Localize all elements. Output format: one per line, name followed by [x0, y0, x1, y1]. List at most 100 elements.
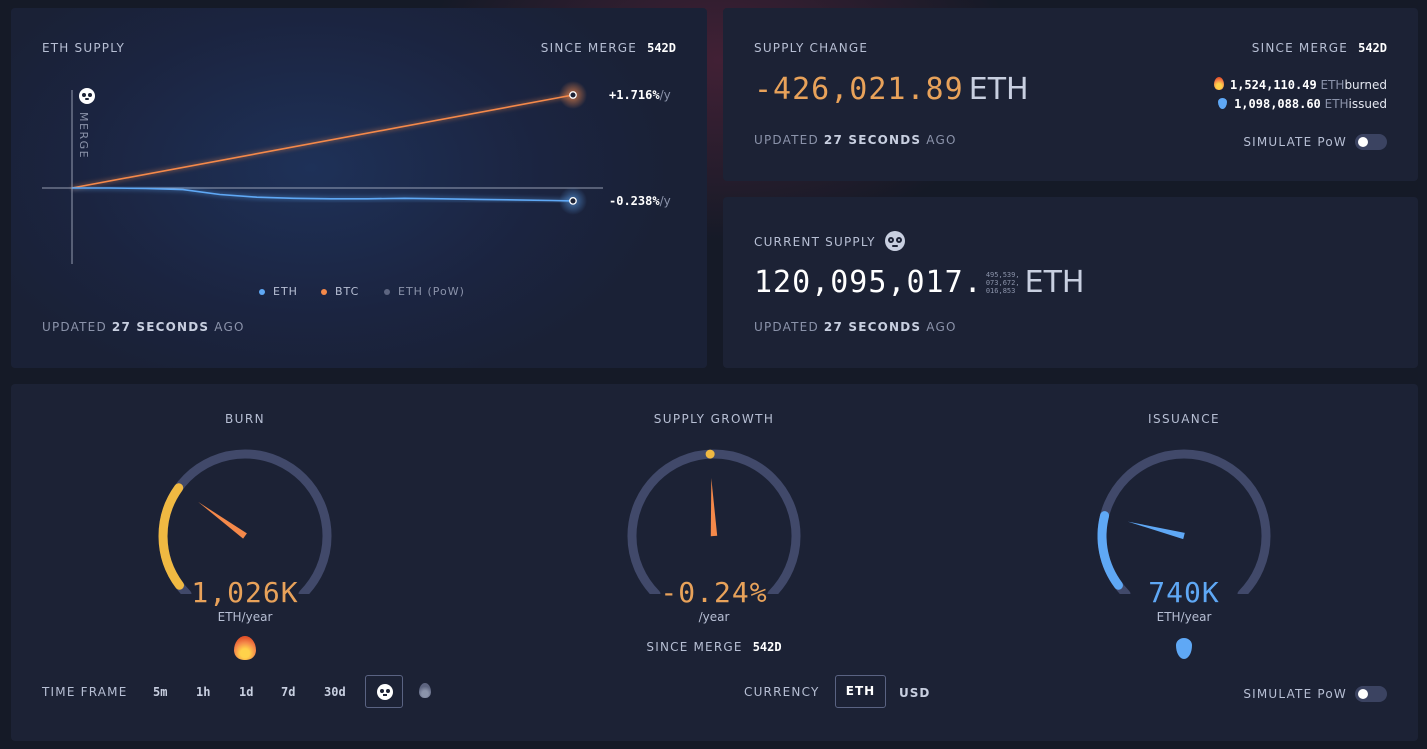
updated-value: 27 SECONDS — [111, 320, 210, 334]
issuance-droplet-icon — [1176, 638, 1192, 659]
growth-since-text: SINCE MERGE — [646, 640, 743, 654]
burn-gauge-needle — [198, 501, 247, 539]
supply-change-value-row: -426,021.89 ETH — [754, 72, 1029, 107]
burn-gauge-value: 1,026K — [191, 576, 299, 609]
legend-btc-label: BTC — [335, 285, 360, 298]
legend-eth-dot — [259, 289, 265, 295]
change-updated-suffix: AGO — [926, 133, 957, 147]
growth-gauge-needle — [710, 478, 718, 537]
fire-icon — [1213, 77, 1224, 90]
current-updated: UPDATED 27 SECONDS AGO — [754, 320, 957, 334]
timeframe-30d[interactable]: 30d — [324, 685, 346, 699]
timeframe-1h[interactable]: 1h — [196, 685, 211, 699]
eth-series-line — [72, 187, 574, 202]
issued-unit: ETH — [1324, 97, 1349, 111]
timeframe-since-burn-button[interactable] — [419, 683, 433, 699]
timeframe-1d[interactable]: 1d — [239, 685, 254, 699]
timeframe-5m[interactable]: 5m — [153, 685, 168, 699]
eth-supply-title: ETH SUPPLY — [42, 41, 126, 55]
gauges-simulate-toggle[interactable] — [1355, 685, 1387, 702]
issuance-gauge-unit: ETH/year — [1156, 610, 1212, 624]
btc-rate-label: +1.716%/y — [609, 88, 671, 102]
eth-rate-value: -0.238% — [609, 194, 660, 208]
nerd-face-icon — [884, 231, 905, 251]
legend-btc[interactable]: BTC — [321, 285, 359, 298]
legend-eth-pow-label: ETH (PoW) — [398, 285, 465, 298]
burn-gauge-title: BURN — [225, 412, 265, 426]
fraction-line-3: 016,853 — [985, 286, 1016, 295]
panda-icon — [377, 684, 393, 700]
issued-label: issued — [1348, 97, 1387, 111]
eth-endpoint — [569, 197, 577, 205]
current-updated-prefix: UPDATED — [754, 320, 819, 334]
current-supply-value-row: 120,095,017. 495,539, 073,672, 016,853 E… — [754, 265, 1085, 300]
change-since-merge: SINCE MERGE 542d — [1252, 41, 1387, 55]
issued-row: 1,098,088.60 ETHissued — [1218, 97, 1387, 111]
timeframe-since-merge-button[interactable] — [365, 675, 403, 708]
droplet-icon — [1218, 98, 1228, 109]
growth-gauge — [627, 449, 801, 594]
gauges-card: BURN 1,026K ETH/year SUPPLY GROWTH -0.24… — [11, 384, 1418, 741]
issued-value: 1,098,088.60 — [1234, 97, 1321, 111]
growth-since-merge: SINCE MERGE 542d — [614, 640, 814, 654]
change-updated-value: 27 SECONDS — [823, 133, 922, 147]
merge-label: MERGE — [77, 112, 90, 160]
issuance-gauge — [1097, 449, 1271, 594]
supply-change-card: SUPPLY CHANGE SINCE MERGE 542d -426,021.… — [723, 8, 1418, 181]
supply-change-value: -426,021.89 — [754, 72, 964, 107]
gauges-simulate-label: SIMULATE PoW — [1243, 687, 1347, 701]
burn-gauge-fill — [158, 483, 184, 590]
currency-label: CURRENCY — [744, 685, 820, 699]
legend-btc-dot — [321, 289, 327, 295]
issuance-gauge-needle — [1127, 521, 1185, 540]
current-supply-card: CURRENT SUPPLY 120,095,017. 495,539, 073… — [723, 197, 1418, 368]
eth-rate-unit: /y — [659, 194, 671, 208]
legend-eth-label: ETH — [273, 285, 298, 298]
change-since-text: SINCE MERGE — [1251, 41, 1349, 55]
supply-change-title: SUPPLY CHANGE — [754, 41, 869, 55]
burn-gauge-unit: ETH/year — [217, 610, 273, 624]
issuance-gauge-fill — [1097, 511, 1123, 590]
growth-gauge-value: -0.24% — [660, 576, 768, 609]
issuance-gauge-value: 740K — [1148, 576, 1220, 609]
current-supply-value: 120,095,017. — [754, 265, 983, 300]
growth-gauge-marker — [705, 449, 715, 459]
burn-fire-icon — [234, 636, 256, 660]
burned-label: burned — [1344, 78, 1387, 92]
since-merge-days: 542d — [647, 41, 676, 55]
btc-endpoint — [569, 91, 577, 99]
legend-eth-pow[interactable]: ETH (PoW) — [384, 285, 465, 298]
issuance-gauge-title: ISSUANCE — [1148, 412, 1220, 426]
fraction-line-2: 073,672, — [985, 278, 1020, 287]
current-supply-fraction: 495,539, 073,672, 016,853 — [986, 271, 1020, 295]
merge-panda-icon — [79, 88, 95, 104]
current-supply-unit: ETH — [1024, 265, 1085, 300]
current-updated-value: 27 SECONDS — [823, 320, 922, 334]
btc-series-line — [71, 94, 574, 189]
change-simulate-label: SIMULATE PoW — [1243, 135, 1347, 149]
timeframe-7d[interactable]: 7d — [281, 685, 296, 699]
growth-gauge-unit: /year — [698, 610, 730, 624]
fraction-line-1: 495,539, — [985, 270, 1020, 279]
btc-rate-value: +1.716% — [609, 88, 660, 102]
currency-usd-button[interactable]: USD — [899, 686, 931, 700]
current-updated-suffix: AGO — [926, 320, 957, 334]
currency-eth-label: ETH — [845, 684, 876, 698]
updated-suffix: AGO — [214, 320, 245, 334]
currency-eth-button[interactable]: ETH — [835, 675, 886, 708]
current-supply-header: CURRENT SUPPLY — [754, 231, 905, 251]
change-simulate-toggle[interactable] — [1355, 133, 1387, 150]
btc-rate-unit: /y — [659, 88, 671, 102]
legend-eth[interactable]: ETH — [259, 285, 298, 298]
gauges-simulate-pow: SIMULATE PoW — [1243, 683, 1387, 702]
change-since-days: 542d — [1358, 41, 1387, 55]
flame-icon — [419, 683, 431, 698]
current-supply-title: CURRENT SUPPLY — [754, 235, 876, 249]
updated-prefix: UPDATED — [42, 320, 107, 334]
change-updated: UPDATED 27 SECONDS AGO — [754, 133, 957, 147]
eth-supply-card: ETH SUPPLY SINCE MERGE 542d MERGE +1.716… — [11, 8, 707, 368]
burn-gauge — [158, 449, 332, 594]
growth-since-days: 542d — [752, 640, 782, 654]
supply-change-unit: ETH — [968, 72, 1029, 107]
burned-value: 1,524,110.49 — [1229, 78, 1317, 92]
